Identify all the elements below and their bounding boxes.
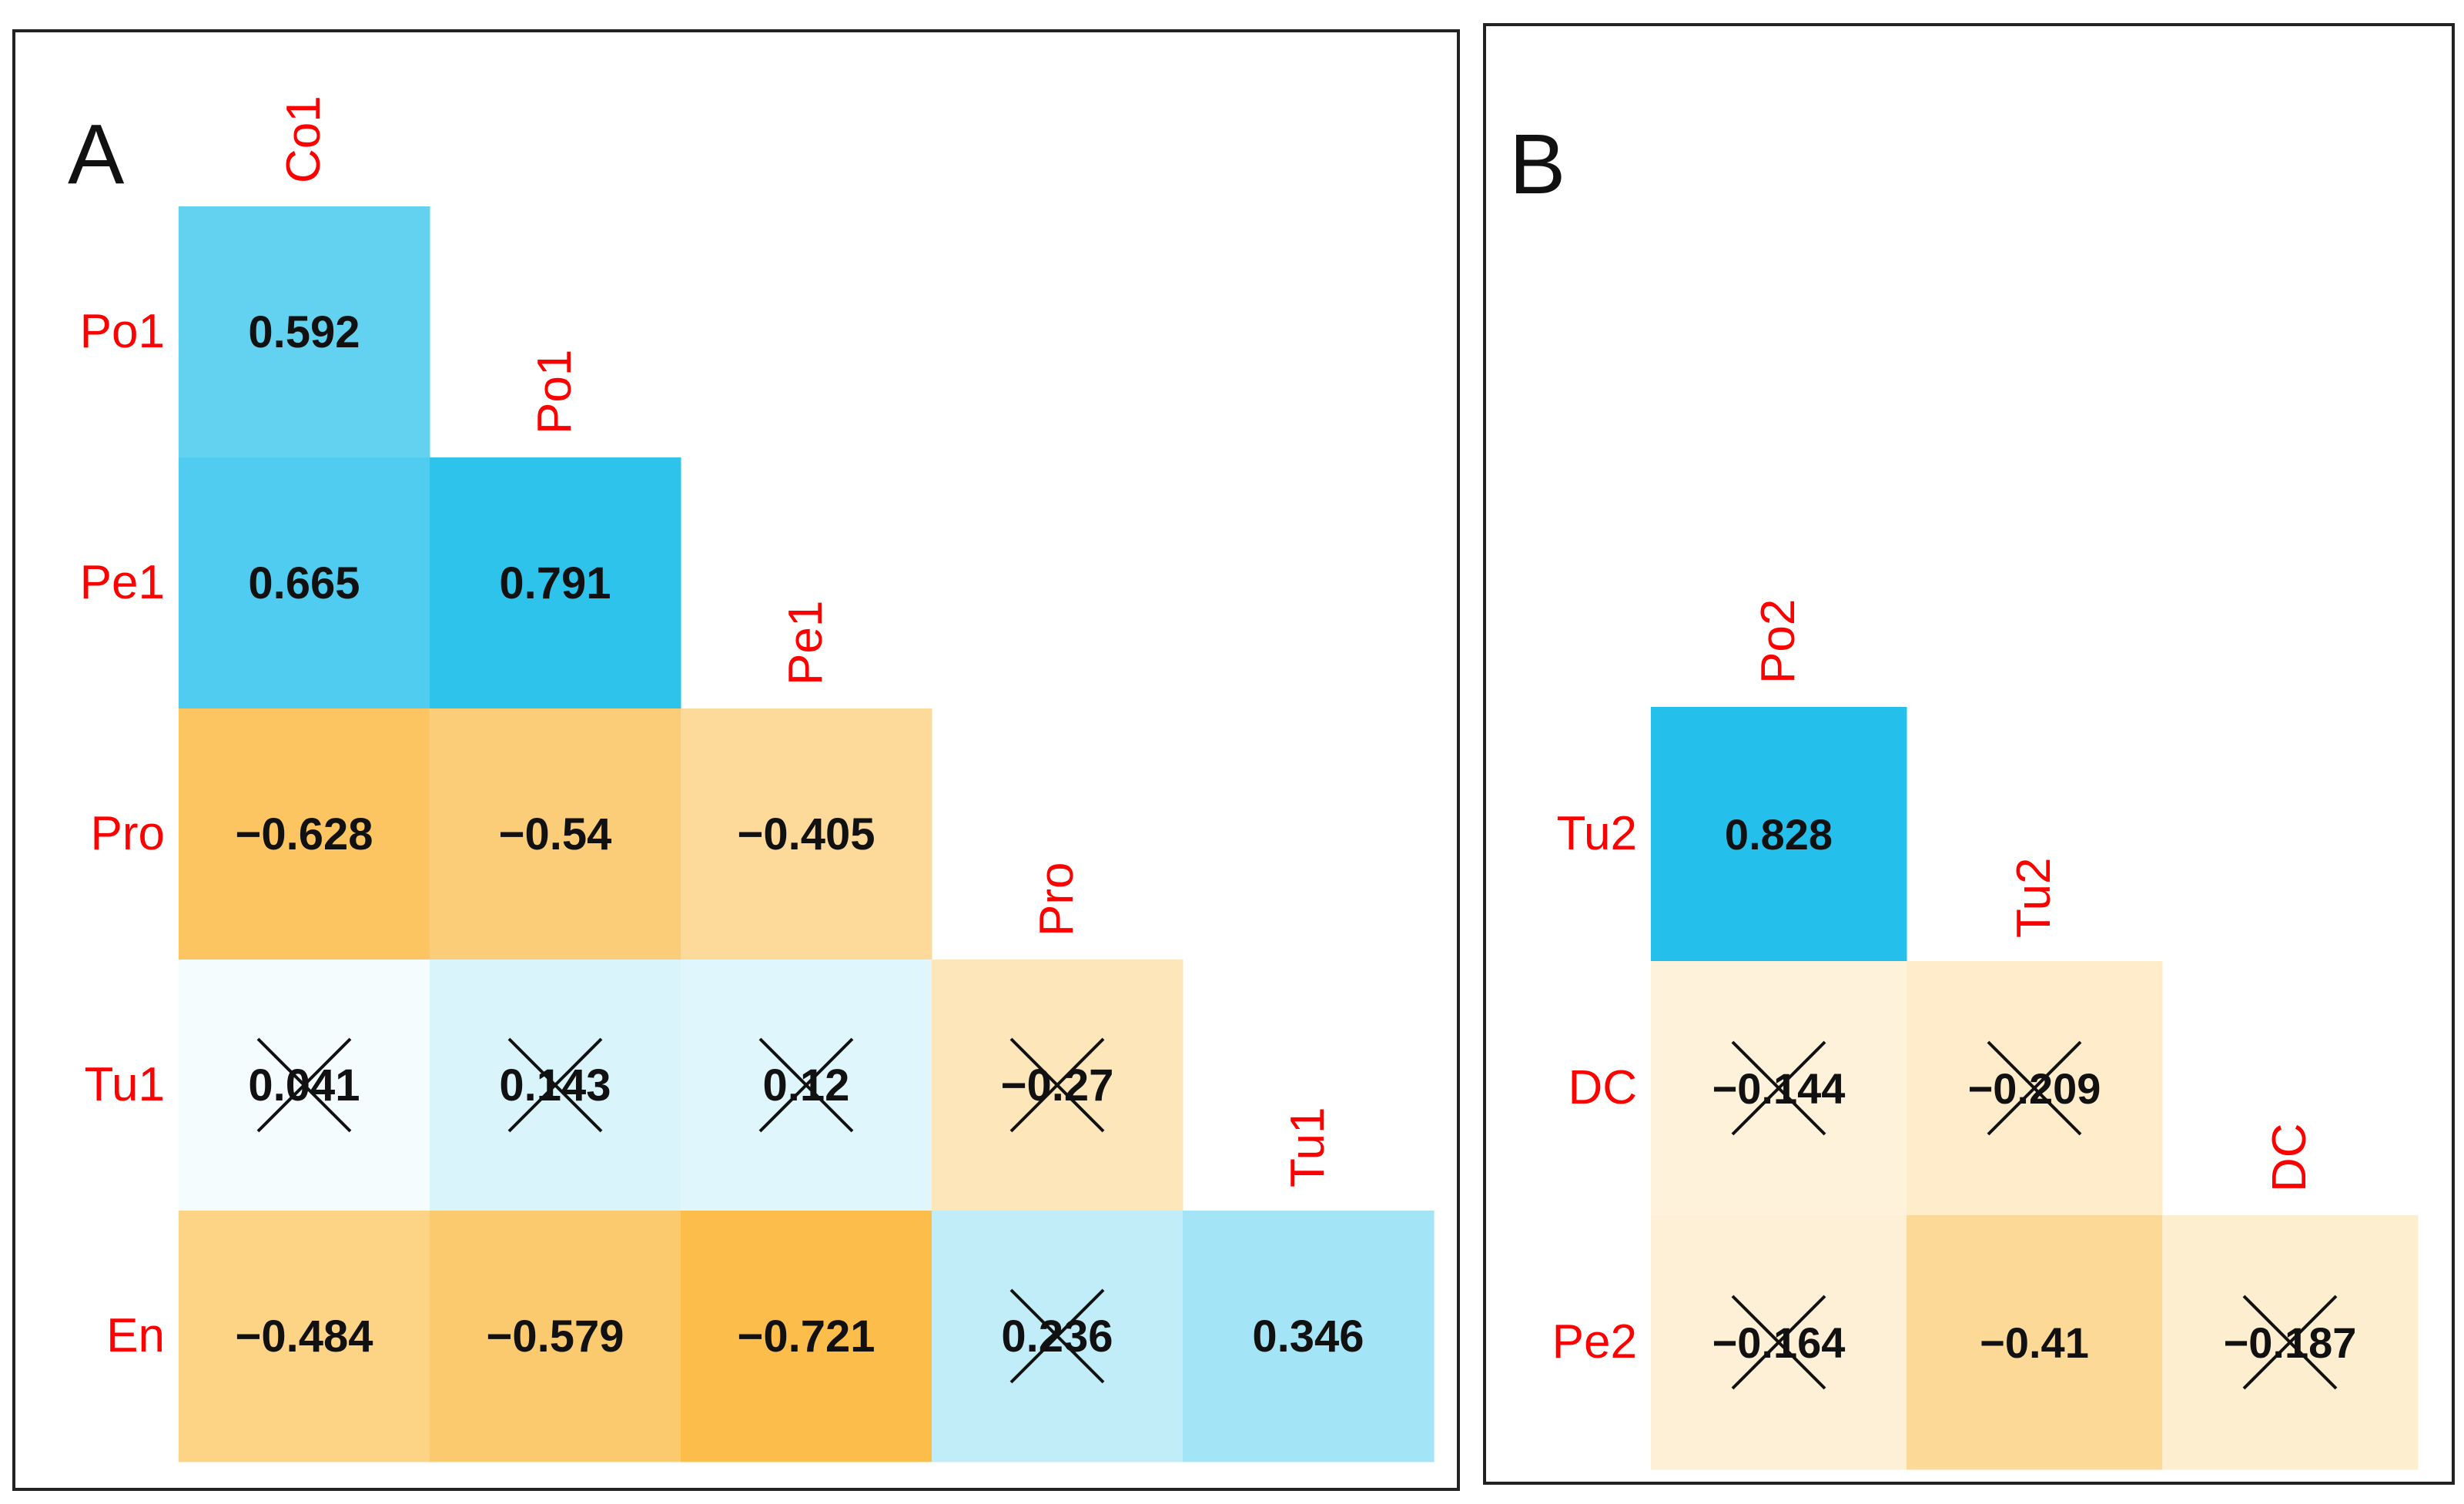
row-label-dc: DC <box>1568 1061 1637 1114</box>
row-label-pro: Pro <box>91 807 165 860</box>
cell-value-label: 0.828 <box>1725 810 1833 859</box>
heatmap-cell-pro-co1 <box>179 708 430 960</box>
row-label-po1: Po1 <box>80 305 165 358</box>
heatmap-cell-en-pe1 <box>681 1211 932 1462</box>
cell-value-label: 0.665 <box>248 558 360 608</box>
row-label-pe2: Pe2 <box>1552 1315 1637 1368</box>
cell-value-label: 0.791 <box>499 558 611 608</box>
cell-value-label: −0.54 <box>499 809 612 859</box>
panel-b: B 0.828−0.144−0.209−0.164−0.41−0.187Po2T… <box>1483 23 2455 1485</box>
heatmap-cell-pro-po1 <box>430 708 681 960</box>
column-label-co1: Co1 <box>277 95 330 183</box>
column-label-pe1: Pe1 <box>779 601 832 685</box>
non-significant-cross-mark <box>1731 1295 1826 1390</box>
column-label-po2: Po2 <box>1752 599 1805 684</box>
heatmap-cell-en-po1 <box>430 1211 681 1462</box>
heatmap-cell-pe1-po1 <box>430 457 681 709</box>
column-label-po1: Po1 <box>528 350 581 434</box>
row-label-tu1: Tu1 <box>84 1058 165 1111</box>
cell-value-label: −0.484 <box>235 1311 373 1362</box>
row-label-pe1: Pe1 <box>80 556 165 609</box>
non-significant-cross-mark <box>256 1037 352 1133</box>
heatmap-cell-po1-co1 <box>179 206 430 458</box>
row-label-en: En <box>106 1309 165 1362</box>
non-significant-cross-mark <box>1009 1288 1105 1384</box>
non-significant-cross-mark <box>1009 1037 1105 1133</box>
correlation-heatmap-a: 0.5920.6650.791−0.628−0.54−0.4050.0410.1… <box>80 95 1435 1462</box>
column-label-pro: Pro <box>1030 863 1083 936</box>
row-label-tu2: Tu2 <box>1556 807 1637 860</box>
heatmap-cell-en-co1 <box>179 1211 430 1462</box>
heatmap-cell-pe2-tu2 <box>1907 1215 2163 1470</box>
column-label-tu2: Tu2 <box>2007 857 2061 938</box>
non-significant-cross-mark <box>1731 1040 1826 1136</box>
non-significant-cross-mark <box>1987 1040 2082 1136</box>
column-label-dc: DC <box>2263 1123 2316 1192</box>
cell-value-label: −0.721 <box>737 1311 875 1362</box>
cell-value-label: 0.346 <box>1252 1311 1364 1362</box>
cell-value-label: −0.405 <box>737 809 875 859</box>
panel-a: A 0.5920.6650.791−0.628−0.54−0.4050.0410… <box>12 29 1460 1491</box>
cell-value-label: −0.41 <box>1980 1318 2089 1367</box>
cell-value-label: −0.579 <box>486 1311 624 1362</box>
non-significant-cross-mark <box>2242 1295 2338 1390</box>
heatmap-cell-pe1-co1 <box>179 457 430 709</box>
column-label-tu1: Tu1 <box>1281 1107 1334 1187</box>
cell-value-label: −0.628 <box>235 809 373 859</box>
cell-value-label: 0.592 <box>248 307 360 357</box>
heatmap-cell-pro-pe1 <box>681 708 932 960</box>
heatmap-cell-en-tu1 <box>1183 1211 1435 1462</box>
panel-label-a: A <box>68 107 125 202</box>
panel-label-b: B <box>1509 117 1566 212</box>
heatmap-cell-tu2-po2 <box>1651 707 1907 962</box>
non-significant-cross-mark <box>507 1037 603 1133</box>
non-significant-cross-mark <box>758 1037 854 1133</box>
correlation-heatmap-b: 0.828−0.144−0.209−0.164−0.41−0.187Po2Tu2… <box>1552 599 2419 1470</box>
